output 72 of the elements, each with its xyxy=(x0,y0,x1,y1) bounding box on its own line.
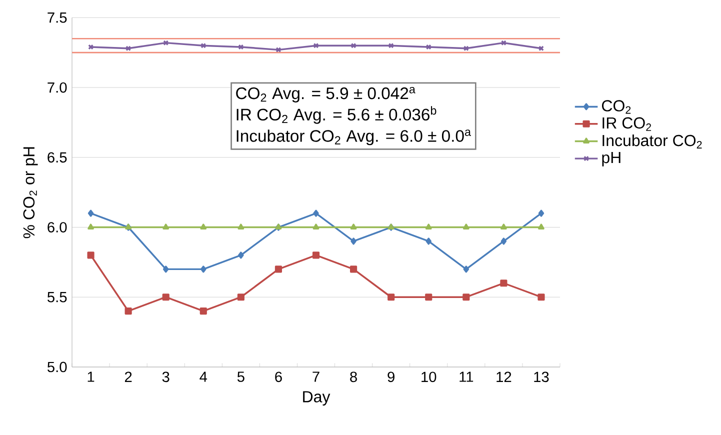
x-tick-label: 5 xyxy=(237,372,244,382)
point xyxy=(500,224,507,230)
x-tick-label: 9 xyxy=(388,372,394,382)
point xyxy=(162,266,169,273)
annotation: Incubator CO$_{2}$ Avg. = 6.0 ± 0.0$^{a}$ xyxy=(236,130,471,146)
point xyxy=(500,238,507,245)
x-tick-label: 8 xyxy=(350,372,357,382)
point xyxy=(162,294,170,301)
point xyxy=(500,280,508,287)
y-tick-label: 6.5 xyxy=(48,152,67,163)
x-axis-title: Day xyxy=(303,391,330,406)
point xyxy=(425,224,432,230)
point xyxy=(350,266,358,273)
point xyxy=(538,224,544,230)
point xyxy=(126,46,132,52)
point xyxy=(426,238,432,245)
x-tick-label: 13 xyxy=(534,372,549,382)
x-tick-label: 12 xyxy=(496,372,512,382)
point xyxy=(312,224,320,230)
point xyxy=(388,42,394,48)
point xyxy=(163,40,169,46)
point xyxy=(388,294,395,301)
point xyxy=(313,210,319,217)
x-tick-label: 11 xyxy=(460,372,474,382)
point xyxy=(350,238,356,245)
y-tick-label: 6.0 xyxy=(48,222,67,232)
point xyxy=(313,42,319,48)
legend-label: CO$_{2}$ xyxy=(602,100,631,114)
point xyxy=(238,224,244,230)
x-tick-label: 7 xyxy=(312,372,320,382)
point xyxy=(426,44,432,50)
point xyxy=(538,294,545,301)
point xyxy=(276,47,282,53)
point xyxy=(162,224,170,230)
x-tick-label: 3 xyxy=(162,372,170,382)
point xyxy=(538,210,544,217)
y-tick-label: 5.5 xyxy=(47,292,67,302)
x-tick-label: 10 xyxy=(422,372,436,382)
x-tick-label: 1 xyxy=(88,372,94,382)
point xyxy=(462,224,470,230)
x-tick-label: 4 xyxy=(200,372,208,382)
y-tick-label: 7.5 xyxy=(48,12,67,23)
point xyxy=(238,252,244,259)
point xyxy=(200,266,206,273)
x-tick-label: 6 xyxy=(275,372,282,382)
point xyxy=(87,252,94,259)
point xyxy=(350,224,357,230)
point xyxy=(88,224,94,230)
point xyxy=(237,294,244,301)
point xyxy=(463,46,469,52)
annotation: CO$_{2}$ Avg. = 5.9 ± 0.042$^{a}$ xyxy=(236,86,416,102)
point xyxy=(88,210,94,217)
point xyxy=(238,44,244,50)
point xyxy=(312,252,320,259)
y-axis-title: % CO$_{2}$ or pH xyxy=(23,147,38,238)
point xyxy=(200,308,207,315)
point xyxy=(425,294,432,301)
legend-label: pH xyxy=(602,152,620,166)
annotation: IR CO$_{2}$ Avg. = 5.6 ± 0.036$^{b}$ xyxy=(236,106,436,124)
point xyxy=(500,40,506,46)
point xyxy=(124,308,132,315)
x-tick-label: 2 xyxy=(124,372,132,382)
point xyxy=(200,42,206,48)
y-tick-label: 7.0 xyxy=(48,82,67,93)
legend-label: IR CO$_{2}$ xyxy=(602,117,652,131)
point xyxy=(463,266,470,273)
point xyxy=(350,42,356,48)
point xyxy=(462,294,470,301)
legend-label: Incubator CO$_{2}$ xyxy=(602,134,702,148)
y-tick-label: 5.0 xyxy=(47,362,67,372)
point xyxy=(200,224,207,230)
point xyxy=(274,266,282,273)
